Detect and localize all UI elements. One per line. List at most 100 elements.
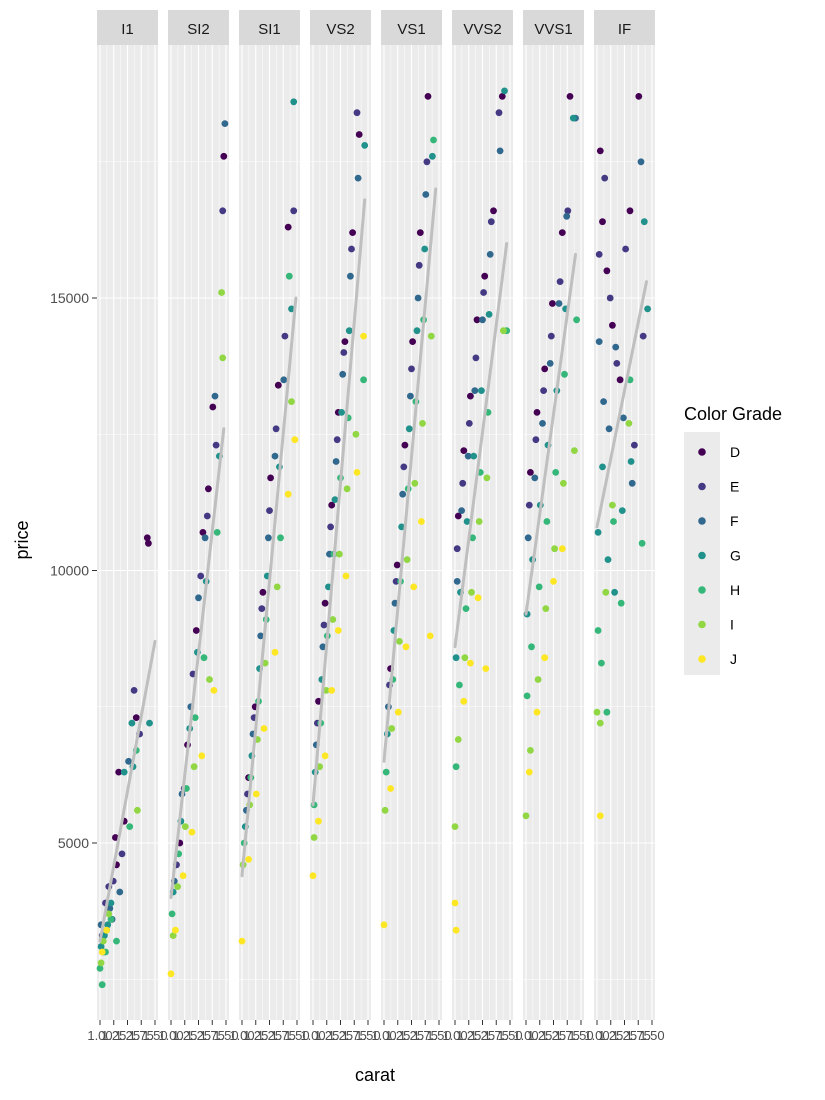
- data-point-j: [260, 725, 268, 732]
- data-point-j: [418, 518, 425, 525]
- data-point-i: [181, 823, 189, 830]
- data-point-i: [411, 479, 419, 487]
- facet-strip: [594, 10, 655, 45]
- data-point-h: [456, 681, 463, 689]
- trend-line: [169, 427, 226, 899]
- trend-line: [240, 296, 298, 878]
- data-point-d: [274, 381, 282, 389]
- data-point-d: [558, 229, 566, 237]
- data-point-d: [355, 131, 363, 138]
- data-point-d: [349, 229, 356, 237]
- data-point-j: [210, 687, 218, 694]
- data-point-f: [546, 360, 554, 367]
- data-point-g: [104, 921, 112, 929]
- facet-panel-i1: I1: [96, 10, 158, 1020]
- data-point-h: [573, 316, 580, 324]
- data-point-d: [284, 223, 292, 231]
- data-point-i: [475, 518, 483, 525]
- facet-strip: [97, 10, 158, 45]
- data-point-h: [168, 910, 176, 918]
- data-point-d: [199, 529, 207, 536]
- data-point-h: [98, 981, 106, 989]
- data-point-j: [460, 697, 468, 705]
- data-point-g: [398, 523, 405, 531]
- data-point-f: [563, 212, 571, 220]
- data-point-h: [96, 965, 104, 972]
- y-tick-label: 10000: [50, 563, 89, 579]
- data-point-d: [460, 447, 468, 454]
- legend-label: F: [730, 513, 739, 529]
- data-point-i: [206, 676, 213, 683]
- data-point-j: [402, 643, 410, 651]
- trend-line: [453, 242, 509, 649]
- data-point-e: [219, 207, 227, 215]
- x-tick-label: 1.75: [555, 1028, 580, 1043]
- data-point-h: [113, 937, 120, 945]
- x-tick-label: 1.50: [355, 1028, 380, 1043]
- data-point-h: [617, 599, 625, 607]
- data-point-f: [531, 474, 539, 482]
- x-tick-label: 1.00: [584, 1028, 609, 1043]
- data-point-g: [331, 496, 339, 503]
- x-tick-label: 1.50: [142, 1028, 167, 1043]
- data-point-g: [429, 152, 436, 160]
- data-point-f: [125, 757, 132, 765]
- data-point-i: [534, 676, 542, 683]
- data-point-h: [382, 768, 390, 776]
- data-point-j: [550, 578, 557, 585]
- data-point-i: [625, 420, 633, 427]
- data-point-g: [290, 98, 298, 106]
- data-point-f: [221, 120, 229, 127]
- x-tick-label: 1.25: [328, 1028, 353, 1043]
- data-point-j: [525, 768, 533, 776]
- facet-panel-vs1: VS1: [380, 10, 442, 1020]
- x-tick-label: 1.75: [200, 1028, 225, 1043]
- legend-title: Color Grade: [684, 404, 782, 424]
- data-point-j: [271, 648, 279, 656]
- data-point-j: [98, 948, 106, 956]
- data-point-h: [523, 692, 531, 700]
- legend-key-e: [698, 482, 706, 491]
- facet-strip-label: I1: [121, 21, 134, 38]
- data-point-g: [644, 305, 651, 313]
- x-tick-label: 1.50: [497, 1028, 522, 1043]
- data-point-i: [381, 806, 389, 814]
- y-axis: 5000 10000 15000: [50, 290, 97, 851]
- data-point-d: [424, 93, 432, 100]
- data-point-i: [388, 725, 396, 732]
- facet-panel-if: IF: [593, 10, 655, 1020]
- data-point-g: [640, 218, 648, 226]
- data-point-e: [333, 436, 341, 444]
- data-point-j: [334, 627, 342, 634]
- data-point-e: [525, 501, 533, 509]
- data-point-g: [288, 305, 295, 313]
- facet-strip: [523, 10, 584, 45]
- facet-strip: [381, 10, 442, 45]
- data-point-g: [452, 654, 460, 662]
- data-point-j: [172, 926, 179, 934]
- data-point-i: [427, 332, 435, 340]
- data-point-e: [639, 332, 647, 340]
- data-point-e: [353, 109, 361, 117]
- data-point-d: [143, 534, 151, 542]
- data-point-g: [338, 409, 345, 416]
- data-point-f: [414, 294, 422, 302]
- data-point-e: [601, 174, 609, 182]
- facet-panel-vvs1: VVS1: [522, 10, 584, 1020]
- data-point-g: [413, 327, 421, 335]
- data-point-h: [543, 518, 551, 525]
- data-point-g: [501, 87, 508, 95]
- data-point-e: [547, 332, 555, 340]
- data-point-j: [245, 856, 253, 863]
- data-point-d: [267, 474, 274, 482]
- data-point-j: [103, 926, 110, 934]
- trend-line: [311, 198, 367, 807]
- x-tick-label: 1.75: [626, 1028, 651, 1043]
- x-tick-label: 1.25: [115, 1028, 140, 1043]
- x-tick-label: 1.00: [229, 1028, 254, 1043]
- data-point-f: [600, 398, 607, 405]
- facet-strip: [239, 10, 300, 45]
- data-point-i: [273, 583, 281, 591]
- data-point-j: [451, 899, 459, 907]
- data-point-e: [613, 360, 621, 367]
